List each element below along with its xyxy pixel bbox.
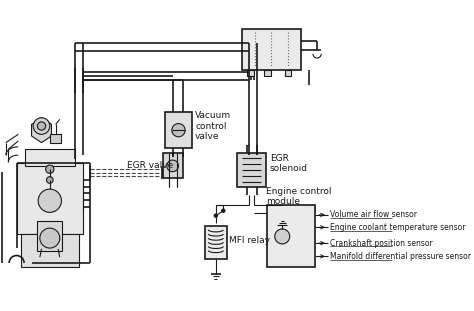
Polygon shape [32,118,52,143]
Text: MFI relay: MFI relay [229,236,270,245]
Circle shape [46,165,54,173]
Bar [264,70,271,76]
Text: EGR
solenoid: EGR solenoid [270,154,308,173]
Circle shape [37,122,46,130]
Circle shape [40,228,60,248]
Text: Manifold differential pressure sensor: Manifold differential pressure sensor [329,252,471,261]
Circle shape [222,209,225,212]
Bar [165,112,192,148]
Bar [17,163,83,234]
Bar [285,70,292,76]
Bar [37,221,62,251]
Text: EGR valve: EGR valve [127,161,173,170]
Circle shape [172,123,185,137]
Text: Volume air flow sensor: Volume air flow sensor [329,210,417,219]
Bar [247,70,254,76]
Bar [25,149,75,166]
Circle shape [46,177,53,183]
Bar [205,226,227,259]
Circle shape [275,229,290,244]
Bar [237,153,266,187]
Text: Engine control
module: Engine control module [265,187,331,206]
Circle shape [214,214,218,217]
Circle shape [167,160,179,172]
Circle shape [38,189,62,212]
Text: Crankshaft position sensor: Crankshaft position sensor [329,239,432,248]
Text: Engine coolant temperature sensor: Engine coolant temperature sensor [329,223,465,232]
Bar [50,134,62,143]
Bar [242,29,301,70]
Bar [21,234,79,267]
Text: Vacuum
control
valve: Vacuum control valve [195,111,231,141]
Bar [163,153,182,178]
Circle shape [33,118,50,134]
Bar [267,205,315,267]
